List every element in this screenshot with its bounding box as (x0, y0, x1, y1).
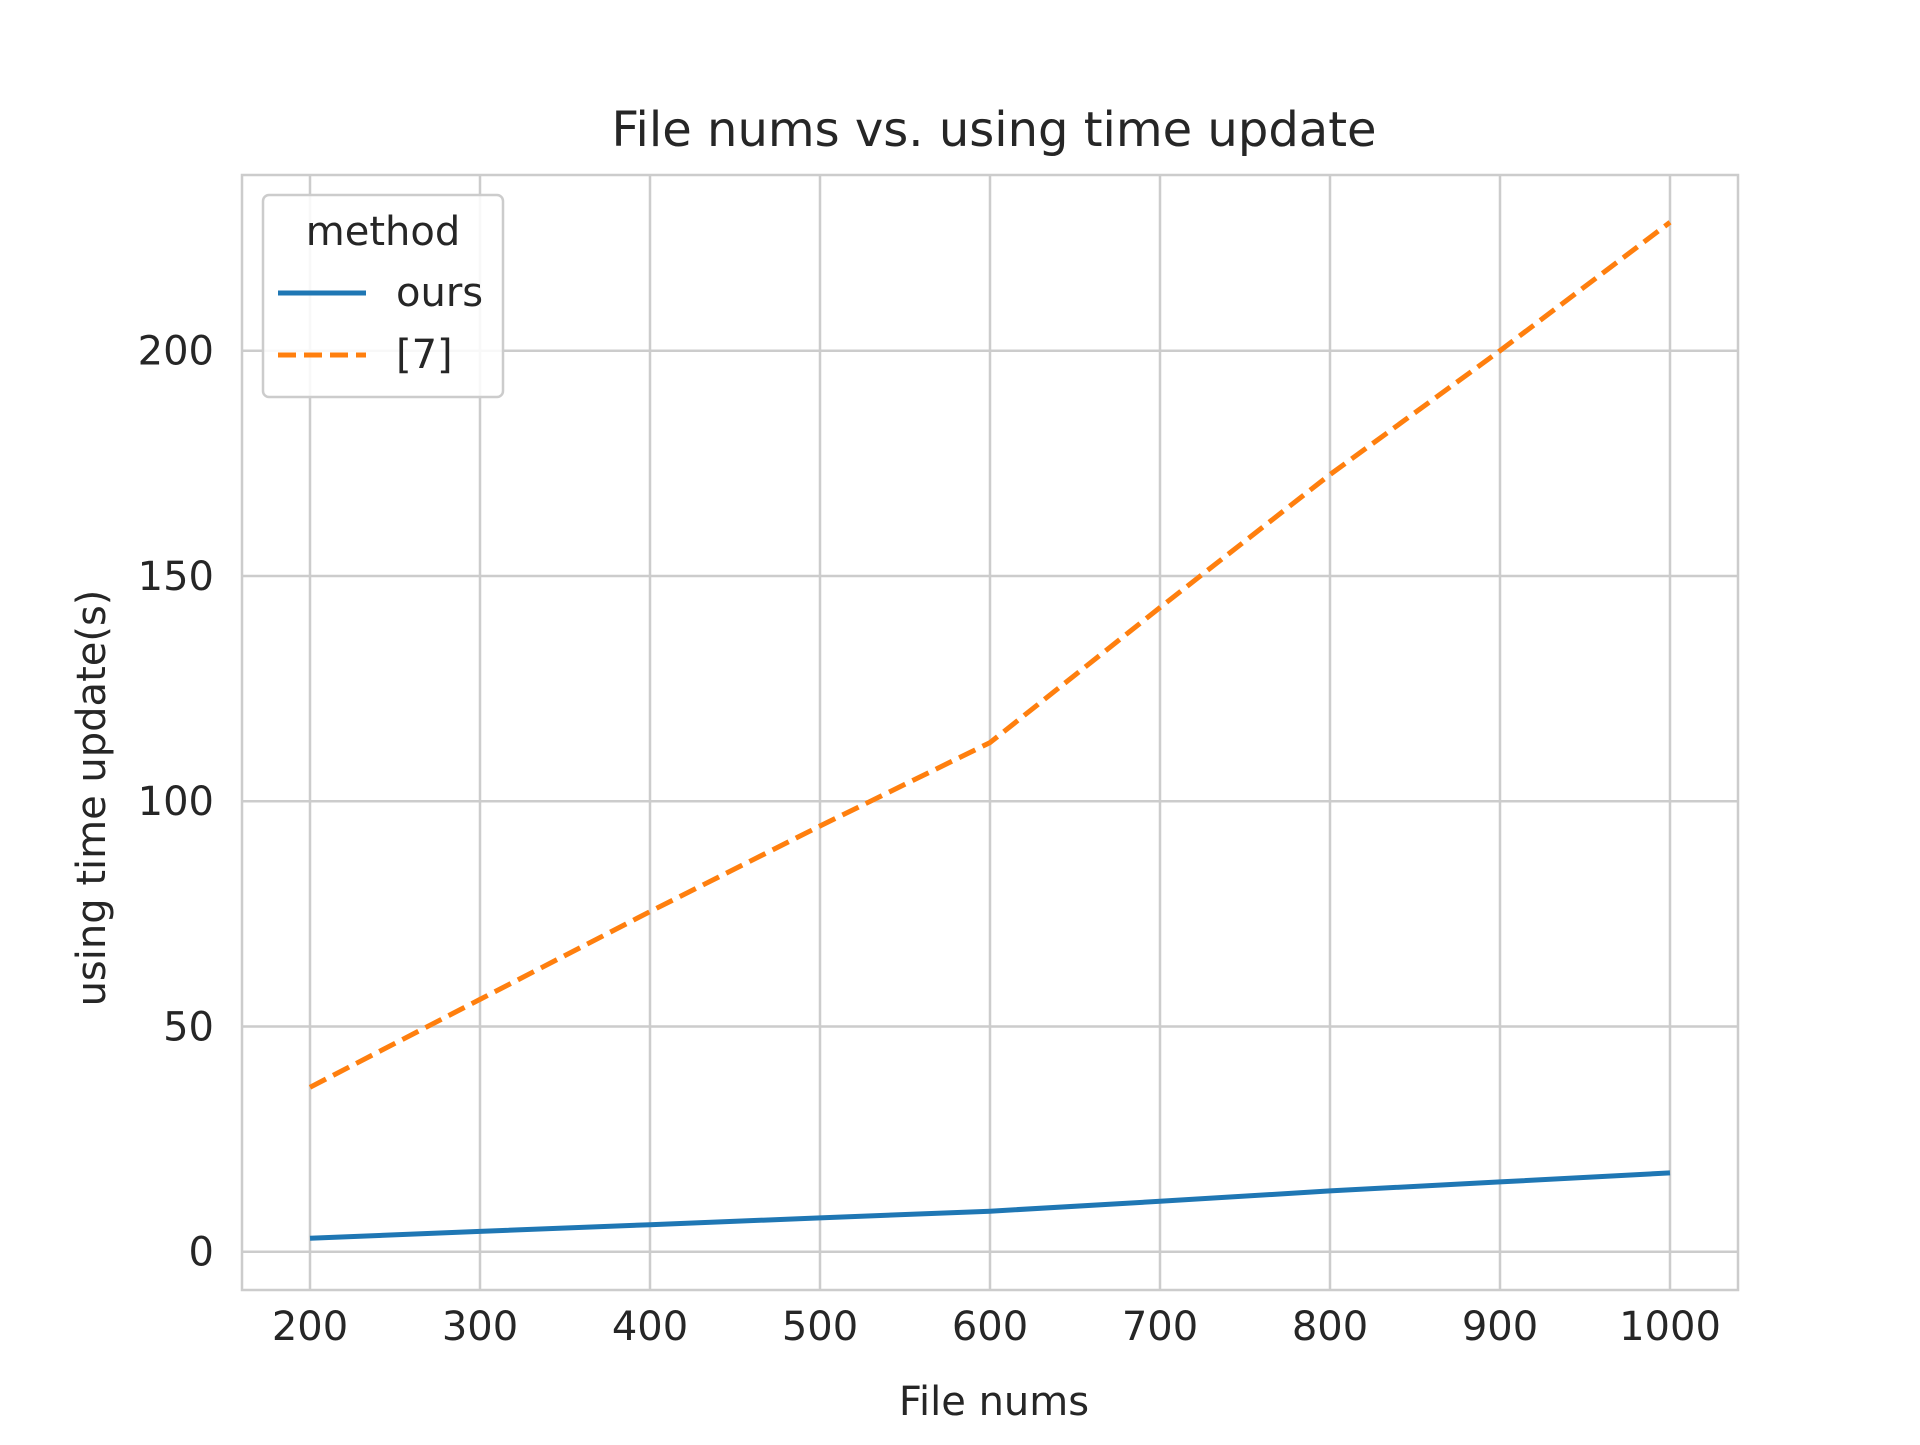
series-lines (308, 220, 1672, 1241)
y-tick-label: 0 (189, 1230, 214, 1276)
y-axis-title: using time update(s) (69, 590, 115, 1007)
x-tick-label: 700 (1122, 1304, 1198, 1350)
x-tick-label: 1000 (1619, 1304, 1721, 1350)
x-tick-label: 800 (1292, 1304, 1368, 1350)
chart-title: File nums vs. using time update (611, 102, 1376, 158)
x-tick-label: 200 (272, 1304, 348, 1350)
legend-title: method (306, 209, 460, 255)
legend-label-ref7: [7] (396, 332, 453, 378)
x-axis-ticks: 200 300 400 500 600 700 800 900 1000 (272, 1304, 1721, 1350)
plot-area-frame (240, 173, 1740, 1292)
x-tick-label: 300 (442, 1304, 518, 1350)
series-line-ours (309, 1170, 1671, 1241)
legend: method ours [7] (261, 193, 505, 399)
series-line-ref7 (308, 220, 1672, 1090)
y-tick-label: 50 (163, 1004, 214, 1050)
legend-box (261, 193, 505, 399)
y-tick-label: 200 (138, 329, 214, 375)
legend-label-ours: ours (396, 270, 483, 316)
grid (242, 175, 1738, 1290)
y-tick-label: 100 (138, 779, 214, 825)
x-tick-label: 400 (612, 1304, 688, 1350)
y-axis-ticks: 0 50 100 150 200 (138, 329, 214, 1276)
x-tick-label: 600 (952, 1304, 1028, 1350)
x-tick-label: 900 (1462, 1304, 1538, 1350)
x-tick-label: 500 (782, 1304, 858, 1350)
x-axis-title: File nums (899, 1379, 1089, 1425)
y-tick-label: 150 (138, 554, 214, 600)
